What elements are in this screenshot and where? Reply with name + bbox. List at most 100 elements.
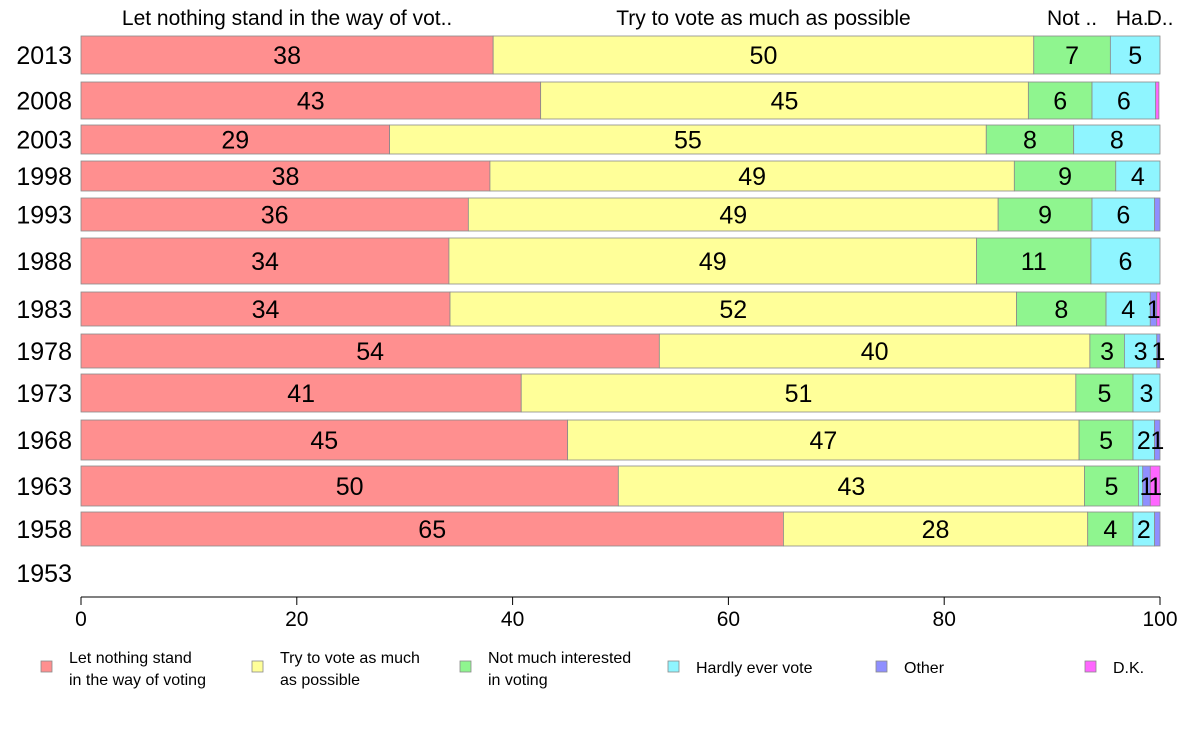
bar-segment [783, 511, 1089, 547]
legend-label: in voting [488, 672, 548, 689]
bar-value-label: 36 [261, 202, 289, 230]
bar-segment [985, 124, 1075, 155]
y-tick-label: 1988 [16, 248, 72, 276]
bar-segment [1075, 373, 1134, 413]
bar-segment [1132, 373, 1161, 413]
bar-segment [1090, 237, 1161, 285]
bar-value-label: 50 [750, 42, 778, 70]
y-tick-label: 1978 [16, 338, 72, 366]
legend-label: Try to vote as much [280, 650, 420, 667]
bar-value-label: 6 [1053, 88, 1067, 116]
bar-value-label: 50 [336, 473, 364, 501]
bar-value-label: 47 [809, 427, 837, 455]
bar-segment [1115, 160, 1161, 192]
y-tick-label: 1998 [16, 163, 72, 191]
bar-segment [1027, 81, 1093, 120]
bar-value-label: 41 [287, 380, 315, 408]
y-tick-label: 2003 [16, 127, 72, 155]
bar-value-label: 45 [310, 427, 338, 455]
bar-value-label: 4 [1131, 163, 1145, 191]
bar-value-label: 49 [699, 248, 727, 276]
bar-segment [1123, 333, 1158, 369]
legend-swatch [667, 660, 680, 673]
top-series-label: Try to vote as much as possible [616, 7, 911, 30]
top-series-label: D.. [1147, 7, 1174, 30]
x-tick-label: 20 [285, 608, 308, 631]
bar-value-label: 7 [1065, 42, 1079, 70]
bar-value-label: 40 [861, 338, 889, 366]
legend-label: Other [904, 660, 945, 677]
bar-segment [1016, 291, 1107, 327]
x-tick-label: 80 [933, 608, 956, 631]
bar-segment [1154, 197, 1161, 232]
bar-segment [997, 197, 1093, 232]
bar-value-label: 38 [272, 163, 300, 191]
bar-segment [80, 81, 542, 120]
bar-segment [1155, 81, 1160, 120]
bar-value-label: 5 [1128, 42, 1142, 70]
bar-segment [1156, 333, 1161, 369]
x-axis: 0 20 40 60 80 100 [75, 596, 1178, 631]
legend: Let nothing stand in the way of voting Try… [40, 650, 1144, 689]
x-tick-label: 60 [717, 608, 740, 631]
y-tick-label: 1958 [16, 516, 72, 544]
bar-segment [567, 419, 1080, 461]
bar-value-label: 43 [297, 88, 325, 116]
bar-value-label: 11 [1021, 248, 1047, 276]
bar-value-labels: 38 50 7 543 45 6 629 55 8 838 49 9 436 49 9 634 49 11 634 5… [221, 42, 1165, 544]
bar-value-label: 1 [1150, 427, 1164, 455]
bar-segment [540, 81, 1029, 120]
y-tick-label: 1983 [16, 296, 72, 324]
bar-value-label: 4 [1103, 516, 1117, 544]
y-tick-label: 2008 [16, 88, 72, 116]
y-tick-label: 2013 [16, 42, 72, 70]
y-axis-labels: 2013 2008 2003 1998 1993 1988 1983 1978 1973 1968… [16, 42, 72, 588]
bar-value-label: 51 [785, 380, 813, 408]
bar-value-label: 9 [1058, 163, 1072, 191]
bar-segment [492, 35, 1035, 75]
bar-value-label: 45 [771, 88, 799, 116]
bar-value-label: 43 [837, 473, 865, 501]
bar-segment [1087, 511, 1134, 547]
legend-label: Not much interested [488, 650, 631, 667]
top-series-label: Let nothing stand in the way of vot.. [122, 7, 452, 30]
y-tick-label: 1968 [16, 427, 72, 455]
y-tick-label: 1953 [16, 560, 72, 588]
bar-value-label: 38 [273, 42, 301, 70]
bar-segment [1091, 81, 1157, 120]
bar-segment [489, 160, 1015, 192]
y-tick-label: 1993 [16, 202, 72, 230]
bar-value-label: 29 [221, 127, 249, 155]
bar-value-label: 9 [1038, 202, 1052, 230]
bar-segment [80, 291, 451, 327]
bar-value-label: 34 [252, 296, 280, 324]
bar-value-label: 6 [1119, 248, 1133, 276]
bar-value-label: 55 [674, 127, 702, 155]
bar-segment [1013, 160, 1117, 192]
bar-segment [1154, 419, 1161, 461]
top-series-label: Ha.. [1116, 7, 1155, 30]
bar-value-label: 49 [738, 163, 766, 191]
bar-segment [1154, 511, 1161, 547]
bar-value-label: 8 [1110, 127, 1124, 155]
bar-value-label: 52 [719, 296, 747, 324]
top-series-label: Not .. [1047, 7, 1097, 30]
bar-value-label: 6 [1117, 88, 1131, 116]
bar-segment [80, 419, 569, 461]
bar-segment [80, 124, 390, 155]
legend-swatch [40, 660, 53, 673]
bar-segment [1109, 35, 1161, 75]
bar-value-label: 2 [1137, 427, 1151, 455]
bar-value-label: 5 [1097, 380, 1111, 408]
bars [80, 35, 1161, 547]
bar-value-label: 1 [1147, 296, 1161, 324]
bar-value-label: 28 [922, 516, 950, 544]
bar-value-label: 4 [1121, 296, 1135, 324]
bar-value-label: 1 [1151, 338, 1165, 366]
bar-segment [1084, 465, 1139, 507]
legend-label: in the way of voting [69, 672, 206, 689]
legend-label: as possible [280, 672, 360, 689]
bar-value-label: 3 [1134, 338, 1148, 366]
bar-segment [1073, 124, 1161, 155]
